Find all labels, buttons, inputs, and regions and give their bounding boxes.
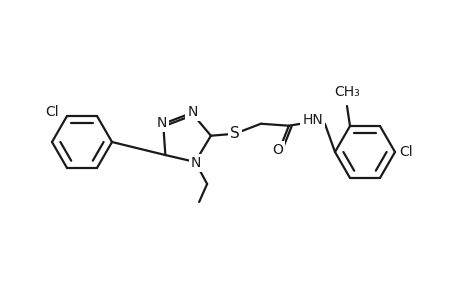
Text: CH₃: CH₃ [333,85,359,99]
Text: Cl: Cl [398,145,412,159]
Text: HN: HN [302,113,323,127]
Text: Cl: Cl [45,105,59,119]
Text: N: N [157,116,167,130]
Text: N: N [190,156,201,170]
Text: O: O [272,143,283,157]
Text: N: N [187,105,197,119]
Text: S: S [230,126,239,141]
